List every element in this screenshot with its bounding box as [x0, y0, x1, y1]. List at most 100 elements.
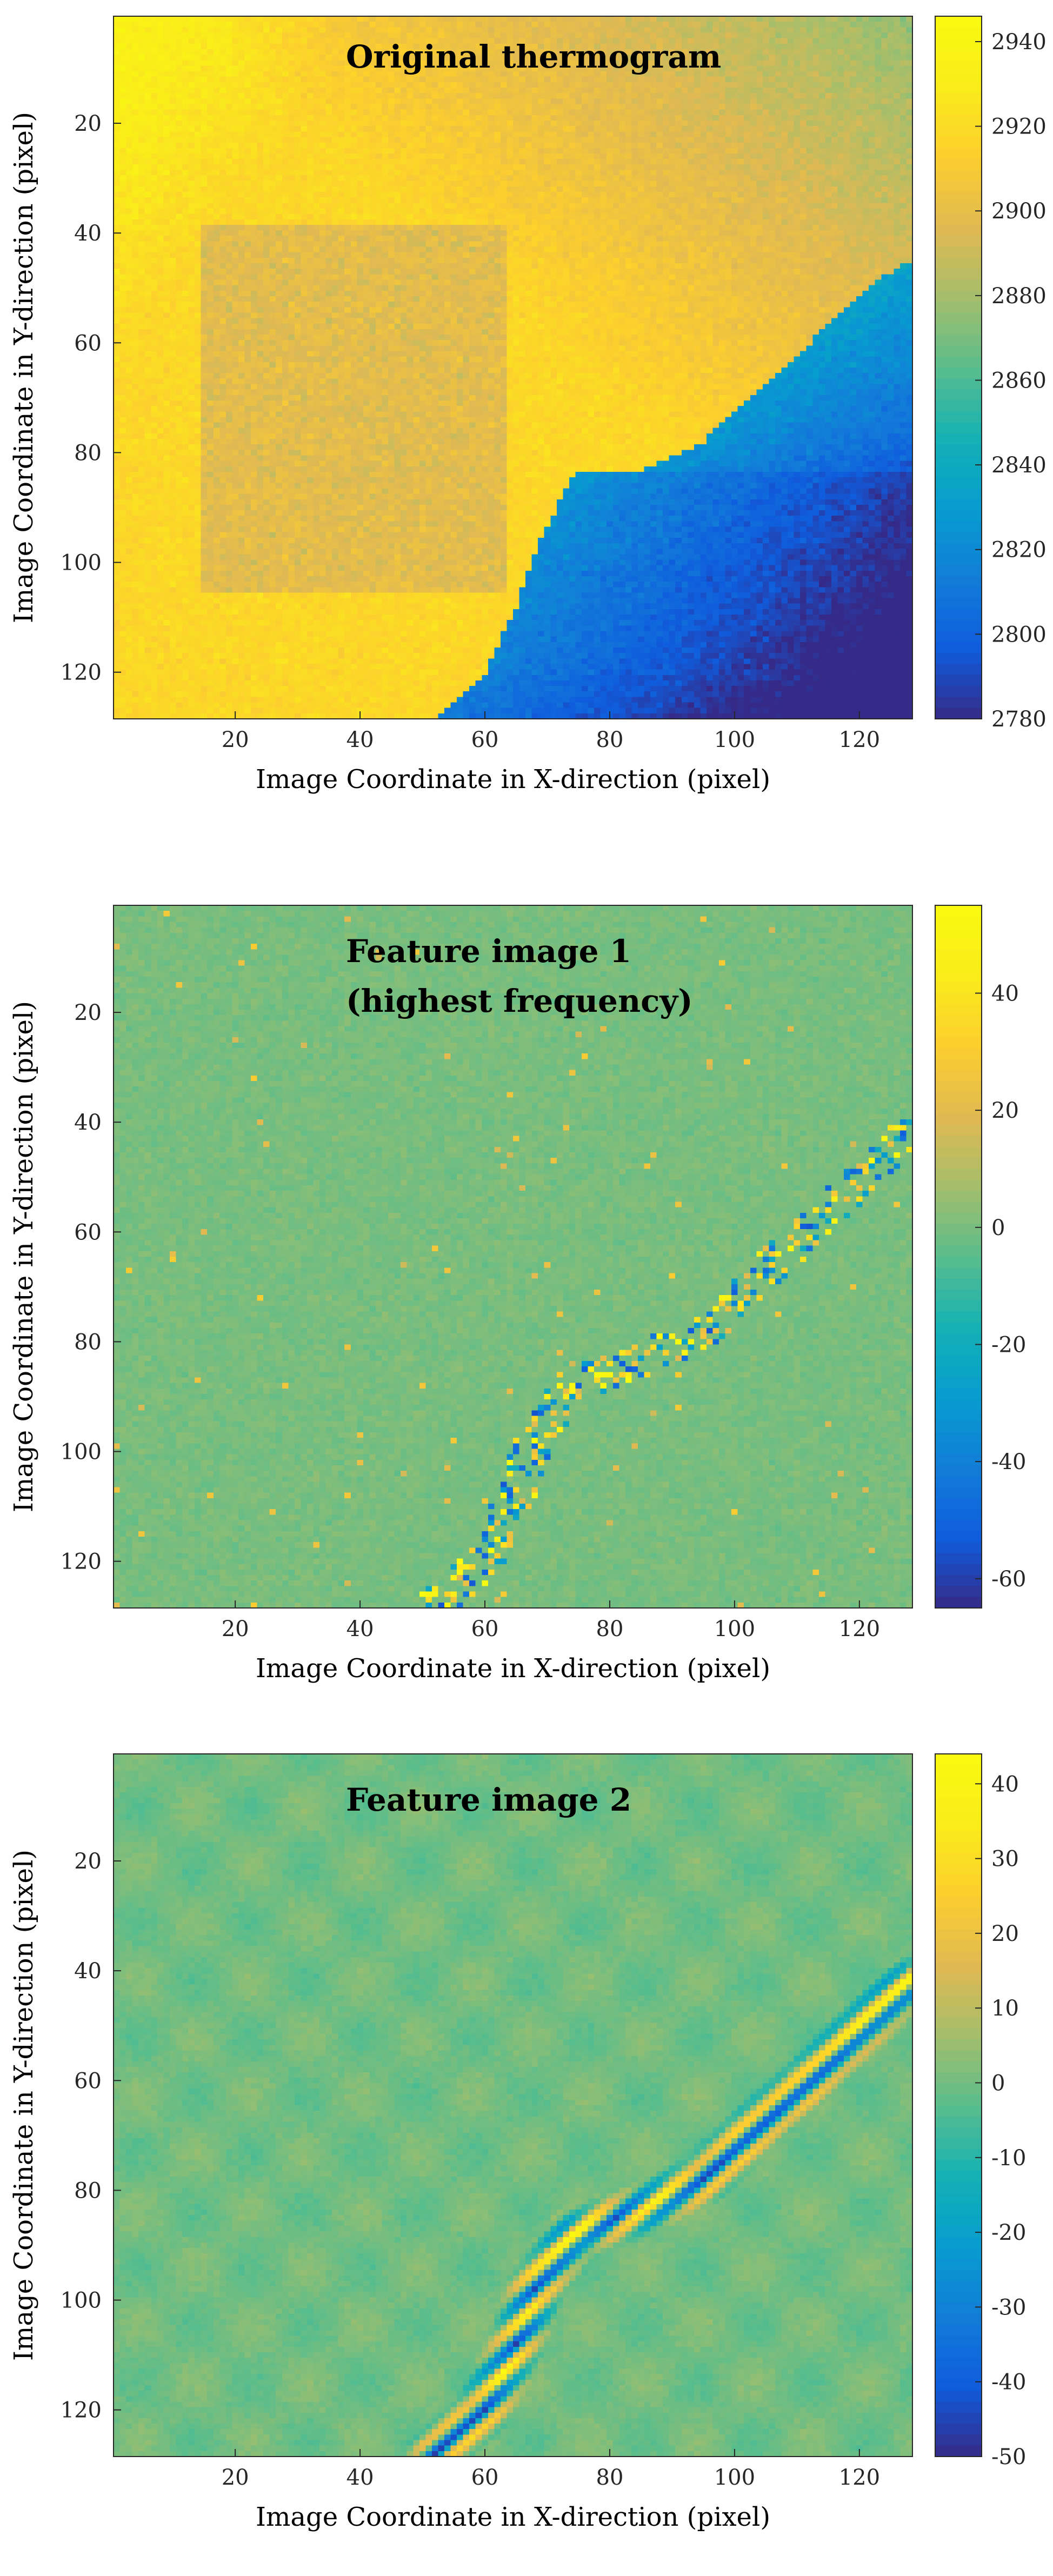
colorbar-segment: [935, 389, 982, 401]
colorbar-segment: [935, 1907, 982, 1919]
x-tick-label: 40: [346, 1617, 374, 1641]
colorbar-segment: [935, 1786, 982, 1799]
colorbar-segment: [935, 1553, 982, 1565]
colorbar-tick-label: -60: [991, 1567, 1026, 1592]
colorbar-segment: [935, 2050, 982, 2062]
colorbar-segment: [935, 312, 982, 324]
colorbar-segment: [935, 2028, 982, 2040]
colorbar-segment: [935, 1798, 982, 1810]
x-tick-label: 60: [471, 1617, 499, 1641]
colorbar-segment: [935, 1146, 982, 1159]
colorbar-segment: [935, 1918, 982, 1930]
colorbar-segment: [935, 1897, 982, 1908]
colorbar-segment: [935, 1476, 982, 1488]
colorbar-segment: [935, 1586, 982, 1598]
heatmap-image: [114, 16, 912, 719]
colorbar-segment: [935, 2313, 982, 2326]
colorbar-segment: [935, 510, 982, 522]
colorbar-segment: [935, 532, 982, 544]
colorbar-segment: [935, 1037, 982, 1049]
colorbar-segment: [935, 1575, 982, 1587]
colorbar-segment: [935, 1289, 982, 1302]
colorbar-segment: [935, 2401, 982, 2413]
x-tick-label: 60: [471, 2465, 499, 2490]
colorbar-segment: [935, 213, 982, 225]
colorbar-segment: [935, 1995, 982, 2007]
colorbar-segment: [935, 543, 982, 555]
y-tick-label: 40: [74, 1959, 102, 1984]
colorbar-segment: [935, 1531, 982, 1543]
colorbar-segment: [935, 1267, 982, 1279]
colorbar-tick-label: 20: [991, 1921, 1019, 1946]
colorbar-segment: [935, 1103, 982, 1115]
colorbar-tick-label: 0: [991, 1216, 1005, 1240]
colorbar-segment: [935, 2215, 982, 2227]
colorbar-segment: [935, 1322, 982, 1334]
colorbar-segment: [935, 236, 982, 248]
colorbar-segment: [935, 620, 982, 632]
colorbar-segment: [935, 1874, 982, 1886]
y-tick-label: 60: [74, 1220, 102, 1245]
colorbar-segment: [935, 2226, 982, 2238]
colorbar-segment: [935, 971, 982, 983]
y-tick-label: 40: [74, 1110, 102, 1135]
colorbar-segment: [935, 2127, 982, 2139]
y-tick-label: 120: [61, 660, 102, 685]
colorbar-segment: [935, 1465, 982, 1477]
x-axis-label: Image Coordinate in X-direction (pixel): [256, 2502, 770, 2532]
colorbar-segment: [935, 1852, 982, 1865]
colorbar-segment: [935, 2335, 982, 2347]
colorbar-tick-label: -40: [991, 2370, 1026, 2395]
y-tick-label: 20: [74, 111, 102, 136]
colorbar-segment: [935, 1224, 982, 1236]
chart-panel-2: 20 40 60 80 100 120 20 40 60 80 100 120 Image Coordi…: [9, 905, 1026, 1684]
colorbar-segment: [935, 1278, 982, 1290]
colorbar-segment: [935, 1257, 982, 1269]
colorbar-frame: [935, 1753, 982, 2457]
colorbar-segment: [935, 653, 982, 665]
colorbar-segment: [935, 1333, 982, 1345]
colorbar-segment: [935, 1443, 982, 1455]
colorbar-segment: [935, 2204, 982, 2216]
colorbar-segment: [935, 2116, 982, 2128]
colorbar-segment: [935, 104, 982, 116]
x-tick-label: 20: [222, 2465, 249, 2490]
y-tick-label: 100: [61, 2288, 102, 2313]
colorbar-segment: [935, 269, 982, 281]
colorbar-tick-label: -10: [991, 2146, 1026, 2171]
colorbar-segment: [935, 27, 982, 39]
colorbar-segment: [935, 1399, 982, 1411]
plot-frame: [113, 905, 913, 1609]
y-tick-label: 100: [61, 551, 102, 576]
colorbar-segment: [935, 960, 982, 972]
x-tick-label: 60: [471, 728, 499, 752]
colorbar-segment: [935, 257, 982, 270]
colorbar-segment: [935, 697, 982, 709]
plot-frame: [113, 1753, 913, 2457]
colorbar-tick-label: 2860: [991, 368, 1047, 393]
colorbar-segment: [935, 82, 982, 94]
heatmap-image: [114, 1754, 912, 2457]
colorbar-segment: [935, 159, 982, 171]
colorbar-segment: [935, 1179, 982, 1192]
colorbar-segment: [935, 2138, 982, 2150]
colorbar-segment: [935, 905, 982, 917]
colorbar-segment: [935, 521, 982, 533]
colorbar-segment: [935, 2193, 982, 2205]
colorbar-frame: [935, 16, 982, 719]
y-axis-label: Image Coordinate in Y-direction (pixel): [9, 1001, 39, 1512]
colorbar-segment: [935, 1520, 982, 1532]
colorbar-segment: [935, 2368, 982, 2380]
colorbar-segment: [935, 1421, 982, 1433]
colorbar-segment: [935, 2248, 982, 2260]
colorbar-segment: [935, 1311, 982, 1323]
colorbar-segment: [935, 2292, 982, 2304]
colorbar-tick-label: 30: [991, 1847, 1019, 1872]
chart-title: Feature image 2: [346, 1781, 631, 1818]
colorbar-segment: [935, 2083, 982, 2095]
colorbar-segment: [935, 2281, 982, 2293]
colorbar-segment: [935, 938, 982, 950]
y-tick-label: 20: [74, 1000, 102, 1025]
colorbar-segment: [935, 302, 982, 313]
